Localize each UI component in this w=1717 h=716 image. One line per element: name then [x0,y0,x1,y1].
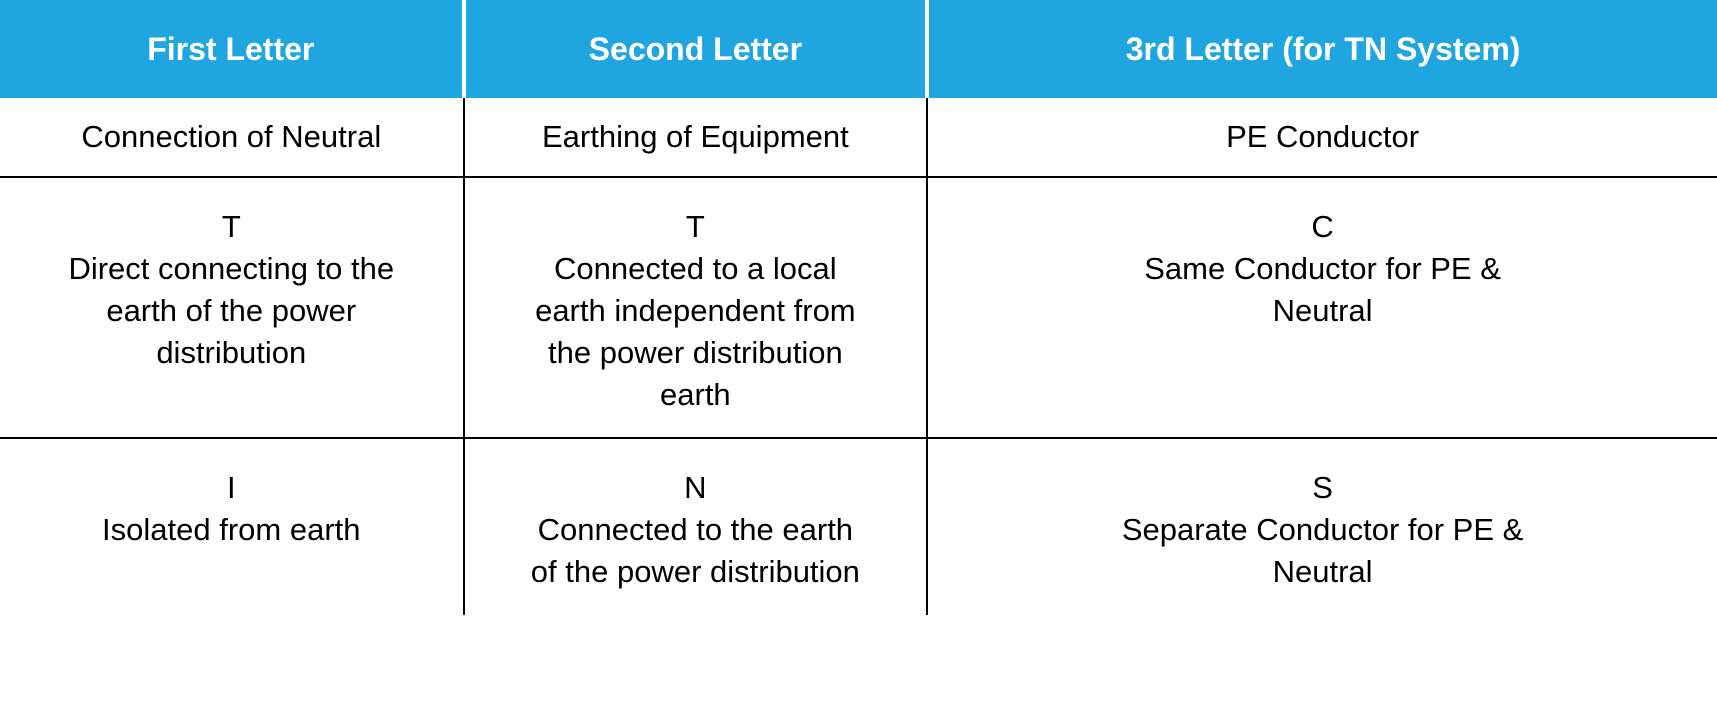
cell-third-S: S Separate Conductor for PE & Neutral [927,438,1717,615]
table-subheader-row: Connection of Neutral Earthing of Equipm… [0,98,1717,177]
subheader-pe-conductor: PE Conductor [927,98,1717,177]
code-desc: Direct connecting to the earth of the po… [51,248,411,374]
code-letter: S [1103,461,1543,509]
code-letter: C [1103,200,1543,248]
subheader-connection-of-neutral: Connection of Neutral [0,98,464,177]
code-letter: N [530,461,860,509]
col-header-second-letter: Second Letter [464,0,928,98]
code-letter: T [51,200,411,248]
subheader-earthing-of-equipment: Earthing of Equipment [464,98,928,177]
table: First Letter Second Letter 3rd Letter (f… [0,0,1717,615]
code-desc: Same Conductor for PE & Neutral [1103,248,1543,332]
code-desc: Connected to the earth of the power dist… [530,509,860,593]
table-header-row: First Letter Second Letter 3rd Letter (f… [0,0,1717,98]
col-header-first-letter: First Letter [0,0,464,98]
code-desc: Isolated from earth [102,509,360,551]
cell-first-T: T Direct connecting to the earth of the … [0,177,464,438]
table-row: T Direct connecting to the earth of the … [0,177,1717,438]
col-header-third-letter: 3rd Letter (for TN System) [927,0,1717,98]
cell-third-C: C Same Conductor for PE & Neutral [927,177,1717,438]
code-letter: T [530,200,860,248]
cell-second-N: N Connected to the earth of the power di… [464,438,928,615]
code-letter: I [102,461,360,509]
earthing-system-letter-table: First Letter Second Letter 3rd Letter (f… [0,0,1717,615]
cell-second-T: T Connected to a local earth independent… [464,177,928,438]
cell-first-I: I Isolated from earth [0,438,464,615]
table-row: I Isolated from earth N Connected to the… [0,438,1717,615]
code-desc: Connected to a local earth independent f… [530,248,860,415]
code-desc: Separate Conductor for PE & Neutral [1103,509,1543,593]
